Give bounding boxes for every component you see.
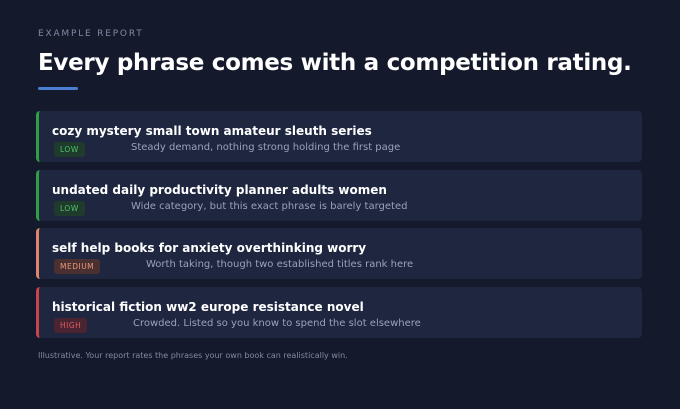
rating-note: Wide category, but this exact phrase is …	[131, 200, 408, 212]
rating-badge: MEDIUM	[54, 259, 101, 274]
phrase: cozy mystery small town amateur sleuth s…	[52, 124, 372, 138]
phrase-card: cozy mystery small town amateur sleuth s…	[36, 111, 642, 162]
phrase: self help books for anxiety overthinking…	[52, 241, 367, 255]
rating-badge: HIGH	[54, 317, 88, 333]
footer: Illustrative. Your report rates the phra…	[38, 351, 348, 360]
phrase: undated daily productivity planner adult…	[52, 182, 387, 197]
phrase-list: cozy mystery small town amateur sleuth s…	[36, 111, 642, 345]
phrase-card: historical fiction ww2 europe resistance…	[36, 286, 642, 338]
rating-note: Crowded. Listed so you know to spend the…	[133, 317, 421, 329]
eyebrow: EXAMPLE REPORT	[38, 29, 144, 39]
phrase: historical fiction ww2 europe resistance…	[52, 299, 364, 314]
rating-note: Steady demand, nothing strong holding th…	[131, 142, 401, 153]
title-rule	[38, 87, 78, 90]
phrase-card: self help books for anxiety overthinking…	[36, 228, 642, 279]
rating-badge: LOW	[54, 200, 85, 216]
phrase-card: undated daily productivity planner adult…	[36, 169, 642, 221]
title: Every phrase comes with a competition ra…	[38, 50, 632, 76]
rating-badge: LOW	[54, 142, 85, 157]
rating-note: Worth taking, though two established tit…	[146, 259, 414, 270]
